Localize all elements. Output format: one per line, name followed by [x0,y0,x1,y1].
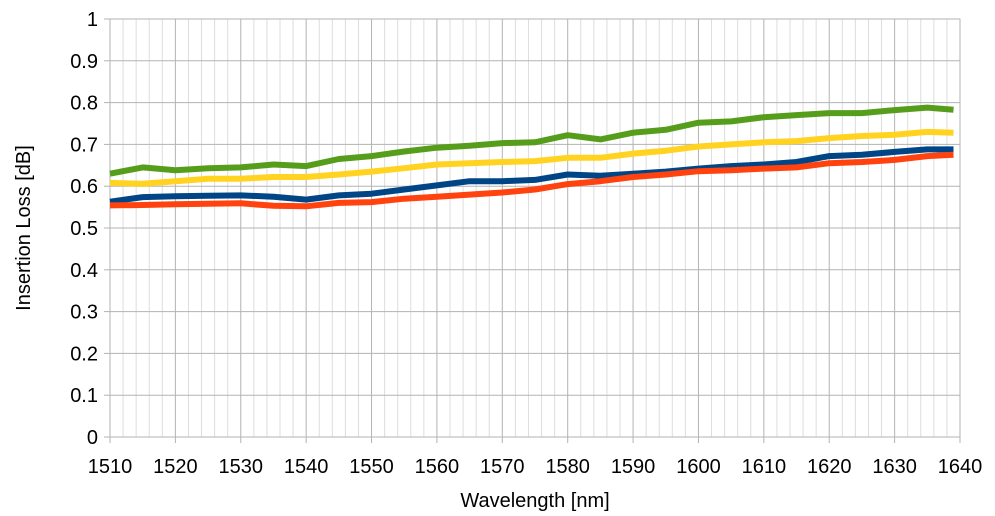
x-tick-label: 1570 [480,456,525,478]
y-tick-label: 0.5 [70,218,98,240]
series-line-4 [109,151,954,210]
x-tick-label: 1610 [742,456,787,478]
major-gridlines [109,18,961,438]
x-tick-label: 1530 [219,456,264,478]
y-tick-label: 0.9 [70,51,98,73]
series-layer [109,104,954,210]
y-tick-label: 1 [87,9,98,31]
y-tick-label: 0.8 [70,93,98,115]
x-tick-label: 1540 [284,456,329,478]
y-tick-label: 0.7 [70,134,98,156]
x-tick-label: 1620 [807,456,852,478]
x-tick-label: 1580 [545,456,590,478]
axes [104,18,961,443]
x-tick-labels: 1510 1520 1530 1540 1550 1560 1570 1580 1590 1600… [88,456,983,478]
x-tick-label: 1590 [611,456,656,478]
x-tick-label: 1520 [153,456,198,478]
x-tick-label: 1630 [872,456,917,478]
plot-area-border [109,18,961,438]
x-tick-label: 1600 [676,456,721,478]
y-tick-labels: 0 0.1 0.2 0.3 0.4 0.5 0.6 0.7 0.8 0.9 1 [70,9,98,449]
series-line-1 [109,104,954,177]
y-tick-label: 0.6 [70,176,98,198]
series-line-2 [109,128,954,187]
x-tick-label: 1560 [415,456,460,478]
x-tick-label: 1510 [88,456,133,478]
x-axis-title: Wavelength [nm] [460,490,609,512]
x-tick-label: 1640 [938,456,983,478]
y-tick-label: 0.2 [70,343,98,365]
y-tick-label: 0.4 [70,260,98,282]
series-line-3 [109,146,954,205]
y-tick-label: 0.1 [70,385,98,407]
x-tick-label: 1550 [349,456,394,478]
y-axis-title: Insertion Loss [dB] [13,145,35,311]
y-tick-label: 0 [87,427,98,449]
y-tick-label: 0.3 [70,302,98,324]
